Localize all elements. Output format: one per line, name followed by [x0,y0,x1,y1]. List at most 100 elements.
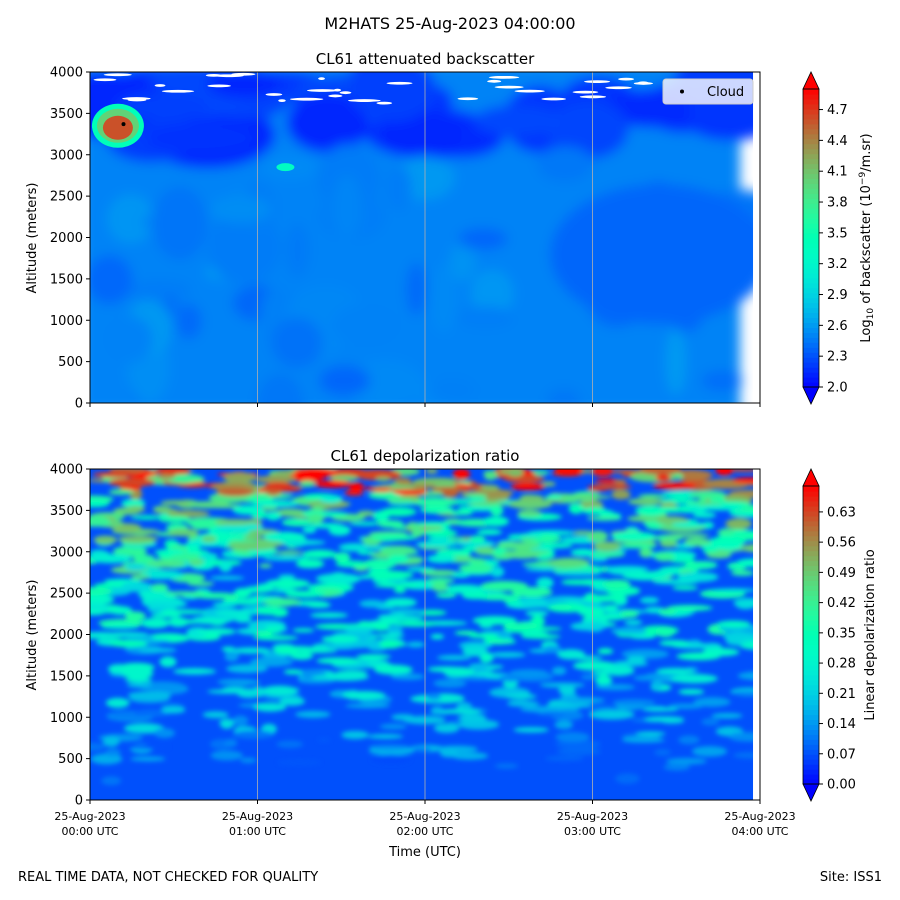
depolarization-texture [370,534,418,541]
backscatter-texture-upper [547,100,629,159]
depolarization-texture [158,515,191,523]
depolarization-texture [652,579,699,585]
depolarization-texture [298,678,334,684]
depolarization-texture [659,608,677,615]
colorbar-extend-min [802,783,820,802]
depolarization-texture [733,752,760,759]
depolarization-heatmap [90,469,760,800]
depolarization-texture [102,736,120,747]
no-data-speckle [572,90,599,94]
depolarization-texture [393,587,406,594]
depolarization-texture [173,668,216,674]
backscatter-texture [536,146,594,183]
depolarization-texture [146,559,187,568]
depolarization-texture [306,601,331,609]
depolarization-texture [412,746,432,752]
depolarization-texture [537,711,565,717]
depolarization-texture [621,737,666,743]
depolarization-texture [213,519,256,526]
no-data-speckle [306,89,338,92]
depolarization-texture [546,703,592,708]
no-data-speckle [161,89,195,93]
depolarization-texture [542,644,562,654]
depolarization-texture [649,569,682,576]
depolarization-y-ticks: 0 500 1000 1500 2000 2500 3000 3500 4000 [50,463,90,809]
depolarization-texture [428,536,451,542]
legend-cloud-label: Cloud [707,85,744,100]
x-tick-label-date: 25-Aug-2023 [724,810,795,823]
no-data-speckle [205,73,222,77]
colorbar-segment [803,520,819,527]
depolarization-texture [642,707,679,712]
backscatter-texture [550,184,760,325]
no-data-speckle [514,89,545,93]
colorbar-tick-label: 2.0 [827,381,848,396]
colorbar-segment [803,590,819,596]
depolarization-texture [117,535,159,542]
backscatter-texture [256,373,304,403]
depolarization-texture [379,639,402,649]
depolarization-texture [489,651,526,658]
y-tick-label: 4000 [50,463,83,478]
depolarization-texture [386,497,414,503]
cloud-points [121,122,126,127]
depolarization-texture [633,675,659,681]
colorbar-segment [803,168,819,175]
colorbar-tick-label: 4.4 [827,134,848,149]
y-tick-label: 3500 [50,504,83,519]
colorbar-segment [803,347,819,353]
y-tick-label: 2500 [50,190,83,205]
depolarization-texture [380,507,417,517]
depolarization-texture [232,647,271,654]
depolarization-texture [393,620,438,627]
colorbar-segment [803,98,819,105]
colorbar-segment [803,113,819,120]
legend: Cloud [662,78,754,105]
colorbar-segment [803,535,819,542]
depolarization-texture [684,560,718,570]
depolarization-texture [484,639,517,645]
colorbar-segment [803,342,819,348]
depolarization-texture [702,648,740,657]
colorbar-segment [803,605,819,611]
colorbar-segment [803,123,819,130]
colorbar-segment [803,764,819,770]
depolarization-texture [588,627,602,632]
depolarization-texture [234,615,252,623]
depolarization-texture [105,697,130,708]
depolarization-texture [480,580,528,591]
x-tick-label-date: 25-Aug-2023 [222,810,293,823]
depolarization-texture [113,545,147,557]
depolarization-texture [457,714,487,722]
depolarization-texture [187,501,230,509]
depolarization-texture [441,708,481,714]
colorbar-segment [803,367,819,373]
colorbar-segment [803,242,819,249]
depolarization-texture [490,566,505,578]
colorbar-segment [803,357,819,363]
depolarization-texture [90,516,112,527]
depolarization-texture [280,539,326,546]
depolarization-title: CL61 depolarization ratio [331,447,520,465]
no-data-speckle [488,75,520,79]
depolarization-texture [442,667,475,677]
colorbar-tick-label: 0.63 [827,505,856,520]
depolarization-texture [489,505,504,516]
no-data-speckle [618,77,635,81]
x-tick-label-time: 02:00 UTC [396,825,453,838]
colorbar-segment [803,247,819,254]
colorbar-segment [803,565,819,572]
depolarization-texture [90,634,110,639]
depolarization-texture [553,570,602,576]
y-tick-label: 3500 [50,107,83,122]
depolarization-texture [612,627,648,635]
colorbar-segment [803,93,819,100]
depolarization-texture [274,646,299,655]
depolarization-texture [706,551,732,559]
depolarization-texture [479,623,493,629]
depolarization-texture [239,534,262,541]
depolarization-texture [342,690,386,700]
depolarization-texture [134,709,170,718]
depolarization-texture [507,469,524,477]
y-tick-label: 4000 [50,66,83,81]
